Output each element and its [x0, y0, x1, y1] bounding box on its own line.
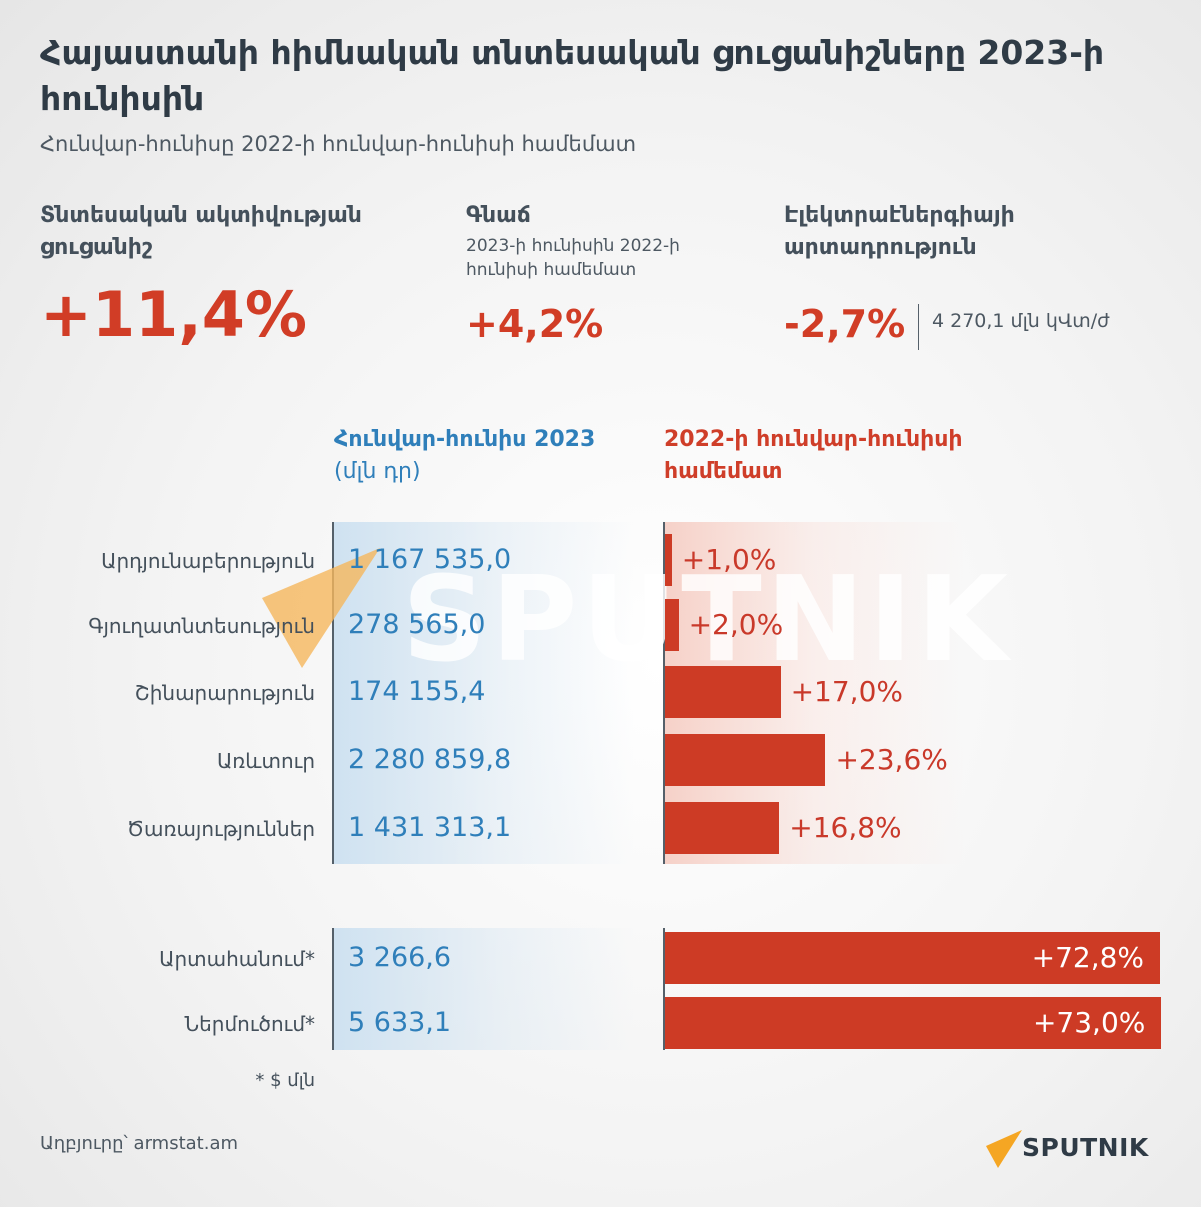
row-label: Արդյունաբերություն [101, 549, 315, 573]
value-label: 174 155,4 [348, 676, 486, 707]
value-label: 1 431 313,1 [348, 812, 512, 843]
row-label: Ծառայություններ [126, 817, 315, 841]
value-label: 5 633,1 [348, 1007, 452, 1038]
kpi-electricity-extra: 4 270,1 մլն կՎտ/ժ [932, 310, 1110, 332]
sputnik-logo-icon [986, 1130, 1022, 1168]
row-label: Ներմուծում* [184, 1012, 315, 1036]
value-label: 3 266,6 [348, 942, 452, 973]
change-label: +2,0% [688, 608, 784, 641]
value-label: 1 167 535,0 [348, 544, 512, 575]
change-label: +23,6% [835, 743, 948, 776]
sputnik-watermark-icon [262, 548, 380, 668]
change-bar [665, 534, 672, 586]
sputnik-logo-text: SPUTNIK [1022, 1133, 1149, 1162]
volume-header-text: Հունվար-հունիս 2023 [334, 427, 596, 452]
row-label: Գյուղատնտեսություն [88, 614, 315, 638]
sputnik-watermark: SPUTNIK [402, 550, 1012, 688]
source-text: Աղբյուրը՝ armstat.am [40, 1133, 239, 1154]
change-bar [665, 599, 679, 651]
volume-unit: (մլն դր) [334, 459, 421, 484]
change-axis-bottom [663, 928, 665, 1050]
kpi-prices-note: 2023-ի հունիսին 2022-ի հունիսի համեմատ [466, 236, 680, 280]
kpi-electricity-value: -2,7% [784, 302, 906, 346]
change-label: +1,0% [681, 543, 777, 576]
row-label: Առևտուր [216, 749, 315, 773]
page-title: Հայաստանի հիմնական տնտեսական ցուցանիշներ… [40, 33, 1105, 118]
volume-column-header: Հունվար-հունիս 2023 (մլն դր) [334, 424, 634, 488]
change-label: +16,8% [789, 811, 902, 844]
change-label: +72,8% [1031, 941, 1145, 974]
change-bar [665, 666, 781, 718]
change-bar [665, 932, 1161, 984]
row-label: Արտահանում* [159, 947, 315, 971]
footnote: * $ մլն [255, 1070, 315, 1091]
kpi-prices-value: +4,2% [466, 302, 604, 346]
change-bar [665, 997, 1162, 1049]
change-column-header: 2022-ի հունվար-հունիսի համեմատ [664, 427, 963, 484]
kpi-prices-label: Գնաճ [466, 203, 531, 228]
change-bar [665, 802, 780, 854]
kpi-activity-label: Տնտեսական ակտիվության ցուցանիշ [40, 203, 362, 260]
volume-panel-bottom [334, 928, 634, 1050]
page-subtitle: Հունվար-հունիսը 2022-ի հունվար-հունիսի հ… [40, 132, 637, 156]
change-bar [665, 734, 826, 786]
kpi-divider [918, 304, 919, 350]
volume-axis-bottom [332, 928, 334, 1050]
value-label: 2 280 859,8 [348, 744, 512, 775]
kpi-activity-value: +11,4% [40, 278, 308, 351]
change-axis-top [663, 522, 665, 864]
volume-axis-top [332, 522, 334, 864]
volume-panel-top [334, 522, 634, 864]
kpi-electricity-label: Էլեկտրաէներգիայի արտադրություն [784, 203, 1015, 260]
change-label: +17,0% [790, 675, 904, 708]
row-label: Շինարարություն [134, 681, 315, 705]
value-label: 278 565,0 [348, 609, 486, 640]
change-label: +73,0% [1032, 1006, 1146, 1039]
